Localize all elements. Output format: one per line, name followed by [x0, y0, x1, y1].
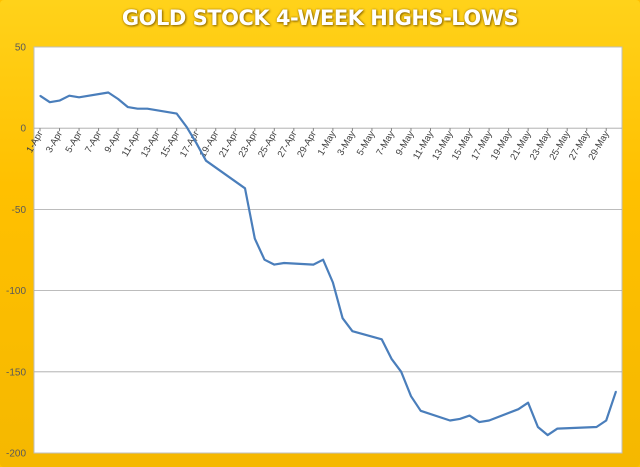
data-point	[488, 419, 490, 422]
data-point	[58, 100, 61, 102]
data-point	[517, 408, 520, 410]
data-point	[127, 106, 129, 108]
data-point	[78, 96, 80, 98]
data-point	[39, 95, 41, 97]
y-tick-label: 50	[15, 43, 27, 54]
data-point	[469, 415, 471, 417]
data-point	[283, 262, 285, 264]
data-point	[410, 395, 412, 397]
y-tick-label: -200	[6, 449, 26, 460]
data-point	[146, 108, 148, 110]
data-point	[459, 418, 461, 420]
data-point	[556, 428, 559, 430]
data-point	[137, 108, 139, 110]
data-point	[49, 101, 51, 103]
data-point	[263, 259, 266, 261]
data-point	[185, 126, 187, 128]
data-point	[68, 95, 70, 97]
series-line	[39, 91, 618, 437]
data-point	[527, 402, 529, 404]
plot-area	[33, 46, 623, 454]
data-point	[107, 91, 109, 94]
data-point	[332, 281, 334, 284]
data-point	[273, 264, 275, 266]
data-point	[615, 390, 617, 392]
chart-title: GOLD STOCK 4-WEEK HIGHS-LOWS	[121, 6, 519, 30]
data-point	[381, 338, 383, 340]
data-point	[478, 421, 480, 423]
data-point	[312, 264, 314, 266]
data-point	[449, 419, 451, 422]
data-point	[595, 426, 598, 428]
data-point	[176, 113, 178, 115]
data-point	[195, 142, 197, 144]
data-point	[254, 238, 256, 240]
y-tick-label: 0	[20, 124, 26, 135]
y-axis-ticks: 50 0 -50 -100 -150 -200	[6, 43, 26, 460]
data-point	[400, 371, 402, 373]
data-point	[322, 259, 324, 261]
series-layer	[39, 91, 618, 437]
data-point	[547, 434, 549, 436]
data-point	[205, 160, 207, 162]
data-point	[351, 330, 353, 332]
data-point	[342, 317, 344, 319]
data-point	[605, 419, 607, 422]
y-tick-label: -100	[6, 286, 26, 297]
y-tick-label: -150	[6, 367, 26, 378]
data-point	[537, 426, 539, 428]
data-point	[390, 358, 393, 360]
data-point	[244, 187, 246, 189]
y-tick-label: -50	[12, 205, 27, 216]
grid-lines	[34, 127, 622, 373]
data-point	[117, 98, 119, 100]
data-point	[420, 410, 422, 412]
